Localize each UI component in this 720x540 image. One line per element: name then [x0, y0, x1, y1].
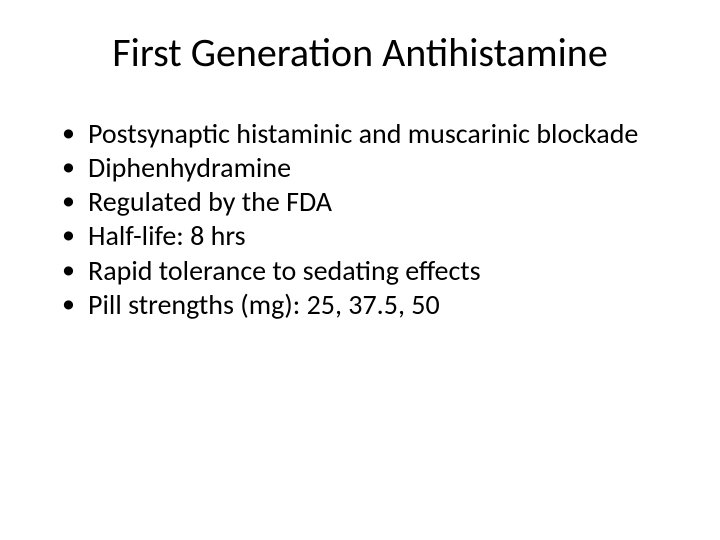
- slide-title: First Generation Antihistamine: [48, 28, 672, 77]
- list-item: Rapid tolerance to sedating effects: [62, 254, 672, 288]
- bullet-list: Postsynaptic histaminic and muscarinic b…: [48, 117, 672, 322]
- list-item: Postsynaptic histaminic and muscarinic b…: [62, 117, 672, 151]
- list-item: Regulated by the FDA: [62, 185, 672, 219]
- list-item: Half-life: 8 hrs: [62, 219, 672, 253]
- list-item: Diphenhydramine: [62, 151, 672, 185]
- slide: First Generation Antihistamine Postsynap…: [0, 0, 720, 540]
- list-item: Pill strengths (mg): 25, 37.5, 50: [62, 288, 672, 322]
